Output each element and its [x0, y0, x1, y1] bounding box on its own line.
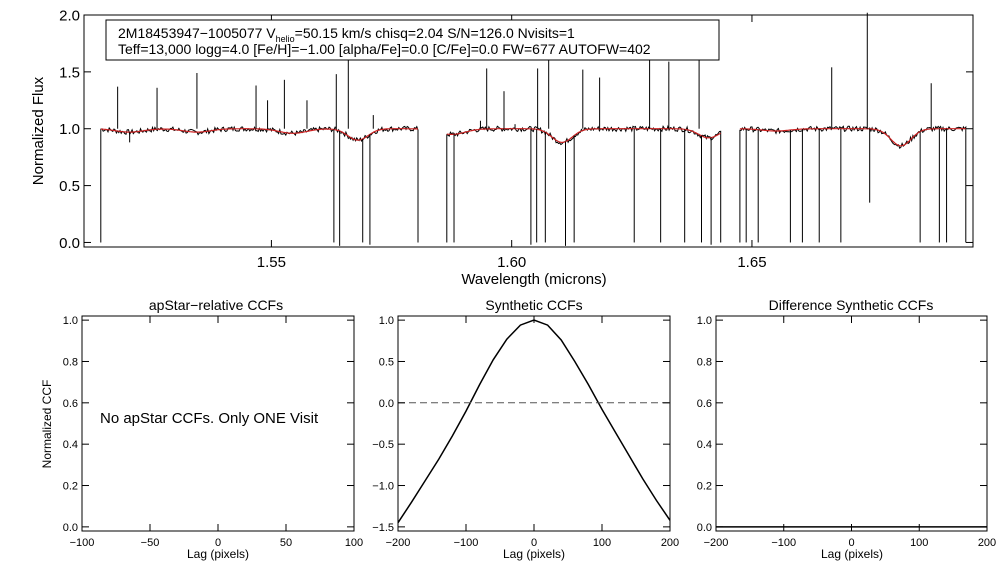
apstar-ccf-panel: apStar−relative CCFs −100 −50 0 50 100 0.0 0.2… — [40, 297, 363, 561]
apstar-ccf-xtick-label: −100 — [70, 537, 95, 549]
synthetic-ccf-frame — [397, 315, 671, 532]
apstar-ccf-xtick-label: −50 — [141, 537, 160, 549]
info-box-frame — [105, 19, 720, 61]
spectrum-panel: 1.55 1.60 1.65 0.0 0.5 1.0 1.5 2.0 Wavelength (… — [30, 7, 974, 288]
apstar-ccf-ticks: −100 −50 0 50 100 0.0 0.2 0.4 0.6 0.8 1.0 — [63, 315, 363, 549]
difference-ccf-title: Difference Synthetic CCFs — [769, 297, 934, 313]
model-spectrum-line — [100, 128, 419, 141]
apstar-ccf-xtick-label: 100 — [345, 537, 363, 549]
difference-ccf-ytick-label: 0.4 — [697, 439, 712, 451]
difference-ccf-ytick-label: 0.6 — [697, 398, 712, 410]
spectrum-series-group — [100, 12, 967, 246]
synthetic-ccf-title: Synthetic CCFs — [485, 297, 582, 313]
spectrum-xtick-label: 1.65 — [737, 254, 766, 271]
spectrum-xtick-label: 1.60 — [497, 254, 526, 271]
difference-ccf-ytick-label: 0.0 — [697, 522, 712, 534]
synthetic-ccf-xtick-label: 0 — [531, 537, 537, 549]
info-star-prefix: 2M18453947−1005077 V — [118, 25, 276, 41]
info-line-2: Teff=13,000 logg=4.0 [Fe/H]=−1.00 [alpha… — [118, 41, 651, 57]
spectrum-ytick-label: 1.5 — [59, 64, 80, 81]
spectrum-y-label: Normalized Flux — [30, 76, 47, 185]
model-spectrum-line — [446, 128, 721, 144]
difference-ccf-panel: Difference Synthetic CCFs −200 −100 0 100 20… — [697, 297, 996, 561]
difference-ccf-xtick-label: −100 — [771, 537, 796, 549]
synthetic-ccf-ytick-label: 1.0 — [379, 315, 394, 327]
spectrum-xtick-label: 1.55 — [257, 254, 286, 271]
spectrum-ytick-label: 2.0 — [59, 7, 80, 24]
apstar-ccf-ytick-label: 1.0 — [63, 315, 78, 327]
spectrum-axis-ticks: 1.55 1.60 1.65 0.0 0.5 1.0 1.5 2.0 — [59, 7, 973, 271]
model-spectrum-line — [739, 128, 966, 147]
spectrum-ytick-label: 0.5 — [59, 178, 80, 195]
synthetic-ccf-series-group — [397, 319, 671, 524]
difference-ccf-xtick-label: 100 — [910, 537, 928, 549]
synthetic-ccf-ytick-label: −1.5 — [372, 522, 394, 534]
info-vhelio-sub: helio — [276, 34, 295, 44]
info-line-1: 2M18453947−1005077 Vhelio=50.15 km/s chi… — [118, 25, 575, 44]
difference-ccf-ytick-label: 0.8 — [697, 356, 712, 368]
apstar-ccf-y-label: Normalized CCF — [40, 380, 54, 469]
apstar-ccf-title: apStar−relative CCFs — [149, 297, 283, 313]
observed-spectrum-line — [446, 124, 722, 243]
difference-ccf-xtick-label: −200 — [704, 537, 729, 549]
difference-ccf-ticks: −200 −100 0 100 200 0.0 0.2 0.4 0.6 0.8 1.0 — [697, 315, 996, 549]
difference-ccf-x-label: Lag (pixels) — [821, 547, 883, 561]
synthetic-ccf-xtick-label: −200 — [386, 537, 411, 549]
synthetic-ccf-ytick-label: 0.0 — [379, 398, 394, 410]
apstar-ccf-annotation: No apStar CCFs. Only ONE Visit — [100, 410, 319, 427]
difference-ccf-xtick-label: 200 — [978, 537, 996, 549]
apstar-ccf-ytick-label: 0.4 — [63, 439, 78, 451]
apstar-ccf-xtick-label: 0 — [215, 537, 221, 549]
apstar-ccf-xtick-label: 50 — [280, 537, 292, 549]
synthetic-ccf-xtick-label: −100 — [454, 537, 479, 549]
synthetic-ccf-xtick-label: 100 — [593, 537, 611, 549]
apstar-ccf-ytick-label: 0.6 — [63, 398, 78, 410]
synthetic-ccf-ytick-label: 0.5 — [379, 356, 394, 368]
difference-ccf-ytick-label: 1.0 — [697, 315, 712, 327]
synthetic-ccf-ticks: −200 −100 0 100 200 −1.5 −1.0 −0.5 0.0 0.5 1.0 — [372, 315, 679, 549]
spectrum-x-label: Wavelength (microns) — [461, 271, 606, 288]
synthetic-ccf-xtick-label: 200 — [661, 537, 679, 549]
difference-ccf-ytick-label: 0.2 — [697, 480, 712, 492]
synthetic-ccf-line — [397, 319, 671, 524]
synthetic-ccf-ytick-label: −0.5 — [372, 439, 394, 451]
apstar-ccf-ytick-label: 0.0 — [63, 522, 78, 534]
spectrum-ytick-label: 1.0 — [59, 121, 80, 138]
observed-spectrum-line — [739, 125, 967, 243]
apstar-ccf-x-label: Lag (pixels) — [187, 547, 249, 561]
apstar-ccf-ytick-label: 0.2 — [63, 480, 78, 492]
synthetic-ccf-x-label: Lag (pixels) — [503, 547, 565, 561]
difference-ccf-frame — [715, 315, 988, 532]
info-box: 2M18453947−1005077 Vhelio=50.15 km/s chi… — [105, 19, 720, 61]
apstar-ccf-ytick-label: 0.8 — [63, 356, 78, 368]
info-vhelio-rest: =50.15 km/s chisq=2.04 S/N=126.0 Nvisits… — [295, 25, 575, 41]
synthetic-ccf-ytick-label: −1.0 — [372, 480, 394, 492]
spectrum-frame — [83, 14, 974, 248]
synthetic-ccf-panel: Synthetic CCFs −200 −100 0 100 200 −1.5 −1.0 −0… — [372, 297, 679, 561]
difference-ccf-xtick-label: 0 — [848, 537, 854, 549]
spectrum-ytick-label: 0.0 — [59, 235, 80, 252]
